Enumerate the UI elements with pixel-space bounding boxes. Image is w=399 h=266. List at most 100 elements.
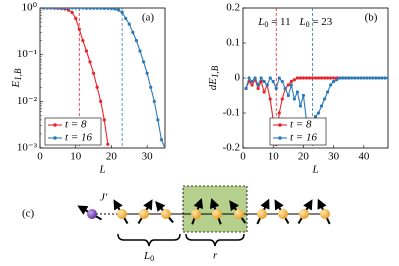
x-tick-label: 30 [142,151,154,163]
point [322,97,327,101]
y-tick-label: 10⁻³ [17,142,38,154]
point [383,76,387,80]
point [262,90,266,94]
point [120,10,124,15]
point [253,76,257,80]
panel-label: (c) [22,208,35,220]
point [301,76,306,80]
x-tick-label: 20 [106,151,118,163]
point [362,76,366,80]
point [45,8,49,10]
point [289,83,293,87]
coupling-label: J′ [100,192,108,204]
point [256,83,260,87]
point [380,76,384,80]
point [138,49,142,53]
y-tick-label: 10⁻² [17,95,38,107]
point [365,76,369,80]
y-label-sub: 1,B [13,68,23,81]
point [271,79,275,84]
point [280,79,284,84]
point [325,76,330,80]
point [298,104,302,108]
y-tick-label: 0.2 [226,2,240,14]
point [332,79,336,84]
spin [87,209,97,219]
point [134,39,139,43]
x-tick-label: 30 [328,151,340,163]
brace-left [117,233,181,247]
point [319,104,324,108]
point [250,83,254,87]
point [329,76,333,80]
legend-point [53,123,57,127]
spin [117,209,127,219]
point [313,76,318,80]
point [91,8,96,10]
spin [234,209,244,219]
point [325,90,330,94]
point [127,22,131,26]
point [113,8,117,11]
y-tick-label: 0 [235,72,241,84]
point [163,146,165,148]
spin [320,209,330,219]
annotation-sub: 0 [264,20,268,29]
point [368,76,372,80]
x-label: L [98,164,105,176]
annotation: L0 = 11 [257,16,290,29]
x-tick-label: 20 [298,151,310,163]
point [304,76,309,80]
point [259,76,263,80]
point [292,97,296,101]
point [99,8,103,10]
point [70,8,74,10]
legend-point [278,123,282,127]
point [77,8,81,10]
legend-label: t = 8 [290,119,312,131]
point [56,8,60,10]
y-label-main: dE [207,78,219,91]
point [286,93,290,98]
y-label-sub: 1,B [210,65,220,78]
point [141,60,146,64]
point [74,8,78,10]
annotation-rest: = 23 [310,16,333,28]
point [359,76,363,80]
point [295,76,299,80]
point [70,10,74,15]
point [307,76,312,80]
point [316,76,321,80]
point [377,76,381,80]
y-tick-label: 10⁰ [22,2,38,14]
point [81,39,85,43]
brace-left-label: L0 [143,250,154,263]
point [332,76,336,80]
spin [191,209,201,219]
point [268,76,272,80]
point [256,86,260,91]
label-sub: 0 [150,254,154,263]
point [77,27,81,31]
point [88,8,92,10]
point [63,8,67,10]
legend-point [278,136,282,140]
y-tick-label: 0.1 [226,37,240,49]
point [371,76,375,80]
x-tick-label: 0 [240,151,246,163]
point [265,83,269,87]
point [59,8,64,10]
diagram: (c) J′ L0 r [22,185,331,263]
annotation: L0 = 23 [298,16,332,29]
label-main: L [143,250,150,262]
brace-right [185,233,245,247]
point [109,8,114,11]
point [277,76,281,80]
annotation-main: L [298,16,305,28]
point [329,83,333,87]
point [262,79,266,84]
point [347,76,351,80]
y-tick-label: -0.1 [223,107,240,119]
